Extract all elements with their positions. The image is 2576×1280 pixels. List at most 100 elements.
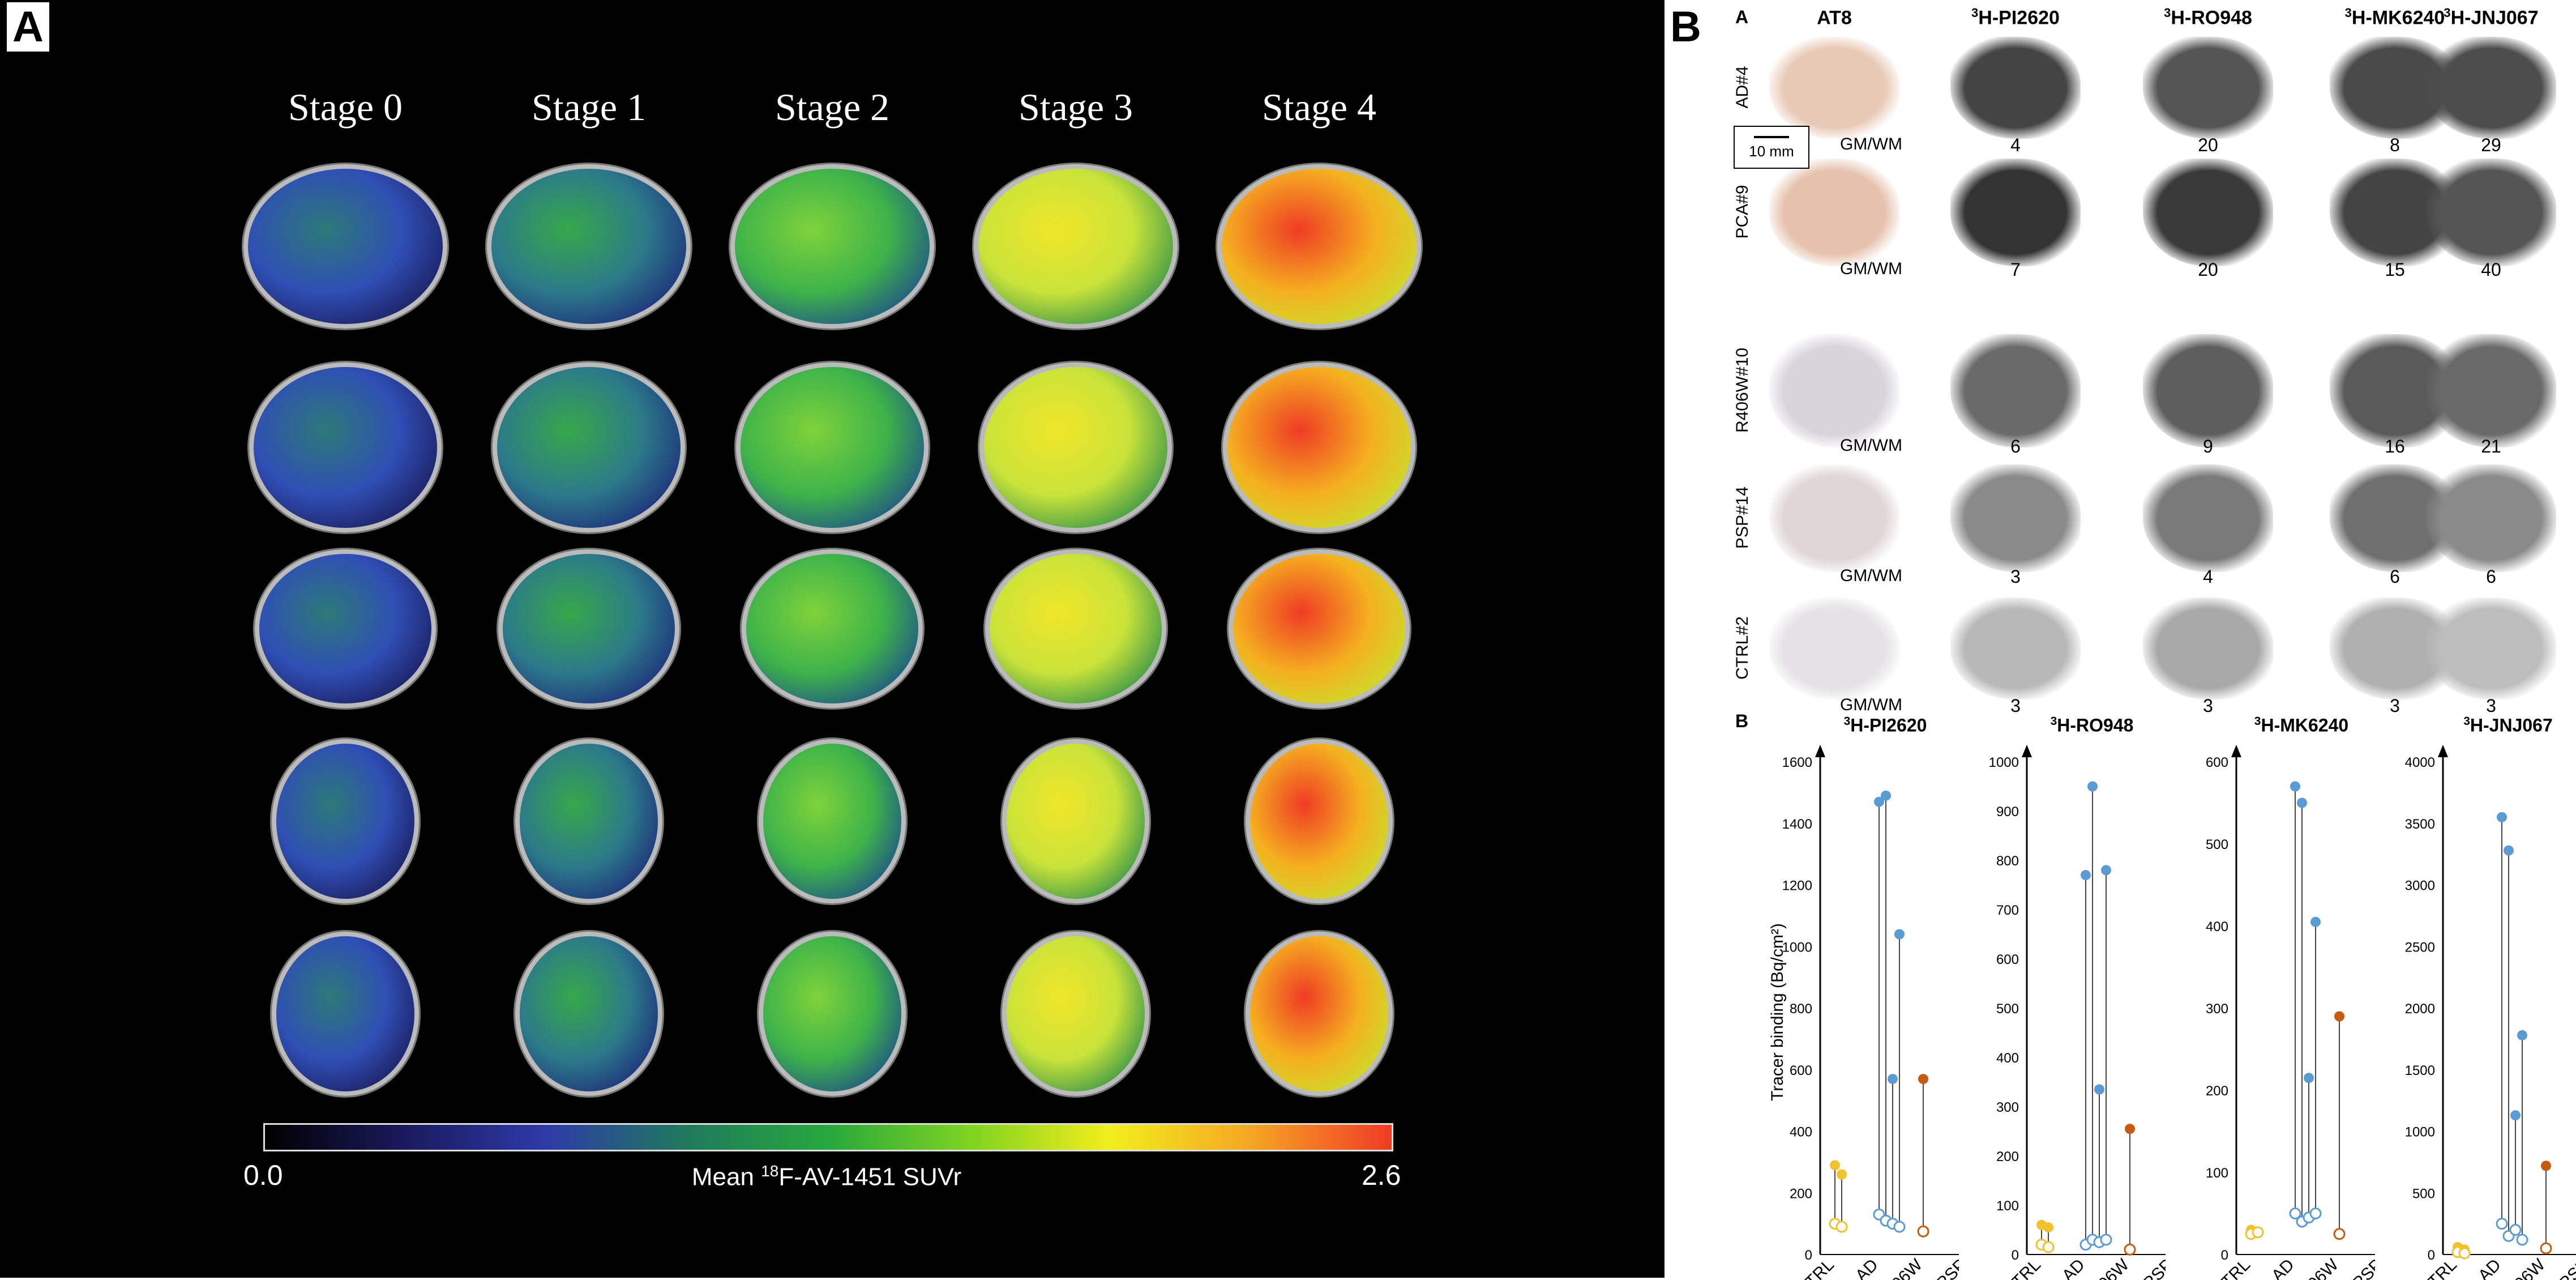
gmwm-ratio-r4-c1: 3 [2010, 696, 2021, 716]
y-tick-label: 400 [1790, 1125, 1812, 1140]
brain-slice-r2-stage2 [742, 549, 923, 708]
gm-point [1918, 1074, 1928, 1085]
wm-point [1893, 1221, 1906, 1233]
wm-point [2289, 1208, 2301, 1219]
y-tick-label: 400 [2206, 919, 2228, 935]
brain-slice-r3-stage4 [1246, 739, 1393, 903]
tissue-section-r0-c2 [2143, 37, 2273, 139]
wm-point [2509, 1224, 2522, 1236]
case-row-label-2: R406W#10 [1733, 347, 1752, 433]
stage-label-4: Stage 4 [1261, 86, 1377, 129]
chart-2: 0100200300400500600CTRLADR406WPSP [2206, 745, 2375, 1280]
gmwm-ratio-r2-c4: 21 [2481, 436, 2501, 456]
tissue-section-r4-c0 [1769, 598, 1899, 699]
gm-point [2334, 1011, 2344, 1022]
y-tick-label: 1200 [1782, 878, 1812, 894]
chart-title-3: 3H-JNJ067 [2400, 715, 2576, 736]
tissue-section-r1-c1 [1950, 159, 2081, 266]
y-tick-label: 200 [2206, 1083, 2228, 1099]
tissue-section-r1-c4 [2426, 159, 2556, 266]
tissue-section-r4-c1 [1950, 598, 2081, 699]
y-tick-label: 200 [1996, 1149, 2019, 1164]
stage-label-2: Stage 2 [774, 86, 890, 129]
brain-slice-r4-stage3 [1002, 932, 1149, 1096]
tissue-section-r3-c4 [2426, 464, 2556, 572]
chart-title-2: 3H-MK6240 [2194, 715, 2409, 736]
tracer-column-header-0: AT8 [1749, 6, 1919, 29]
gm-point [2081, 870, 2091, 881]
gm-point [1888, 1074, 1898, 1085]
y-tick-label: 200 [1790, 1186, 1812, 1201]
tissue-section-r2-c4 [2426, 334, 2556, 447]
chart-title-text: H-MK6240 [2261, 715, 2349, 736]
y-tick-label: 1600 [1782, 755, 1812, 770]
colorbar-max-label: 2.6 [1362, 1159, 1401, 1191]
tracer-header-name: H-PI2620 [1978, 7, 2060, 29]
chart-title-sup: 3 [2050, 715, 2057, 728]
brain-slice-r0-stage4 [1217, 164, 1421, 328]
tracer-header-sup: 3 [2164, 6, 2171, 20]
y-tick-label: 300 [1996, 1100, 2019, 1115]
y-tick-label: 3000 [2405, 878, 2435, 894]
y-tick-label: 600 [1790, 1063, 1812, 1078]
chart-title-text: H-RO948 [2057, 715, 2134, 736]
tissue-section-r2-c0 [1769, 334, 1899, 447]
gm-point [2517, 1030, 2527, 1040]
brain-slice-r4-stage0 [272, 932, 419, 1096]
tissue-section-r1-c0 [1769, 159, 1899, 266]
y-tick-label: 600 [1996, 952, 2019, 967]
gmwm-label-4: GM/WM [1840, 696, 1902, 714]
tissue-section-r0-c1 [1950, 37, 2081, 139]
gm-point [1874, 796, 1884, 807]
wm-point [2100, 1234, 2112, 1246]
gmwm-ratio-r1-c3: 15 [2385, 259, 2405, 280]
gmwm-ratio-r4-c2: 3 [2203, 696, 2213, 716]
chart-title-sup: 3 [2254, 715, 2261, 728]
wm-point [2124, 1243, 2136, 1256]
y-tick-label: 2000 [2405, 1001, 2435, 1017]
scale-bar-label: 10 mm [1749, 143, 1794, 160]
brain-slice-r3-stage2 [759, 739, 906, 903]
colorbar-gradient [265, 1125, 1392, 1150]
tissue-section-r4-c4 [2426, 598, 2556, 699]
gm-point [2304, 1073, 2314, 1083]
x-category-label-psp: PSP [2139, 1256, 2166, 1280]
wm-point [2458, 1247, 2471, 1260]
gmwm-label-0: GM/WM [1840, 135, 1902, 153]
gm-point [1894, 929, 1905, 940]
y-tick-label: 3500 [2405, 817, 2435, 832]
tracer-header-name: H-JNJ067 [2450, 7, 2539, 29]
brain-slice-r0-stage0 [243, 164, 447, 328]
y-tick-label: 800 [1790, 1001, 1812, 1017]
tissue-section-r3-c0 [1769, 464, 1899, 572]
y-tick-label: 1500 [2405, 1063, 2435, 1078]
y-tick-label: 2500 [2405, 940, 2435, 955]
gm-point [1881, 790, 1891, 801]
tissue-section-r3-c2 [2143, 464, 2273, 572]
scale-bar-line [1754, 136, 1789, 138]
gm-point [2297, 797, 2307, 808]
x-category-label-ctrl: CTRL [1793, 1256, 1838, 1280]
gmwm-ratio-r3-c2: 4 [2203, 566, 2213, 587]
wm-point [1917, 1225, 1929, 1238]
wm-point [2042, 1241, 2055, 1253]
colorbar-min-label: 0.0 [243, 1159, 283, 1191]
case-row-label-4: CTRL#2 [1733, 616, 1752, 680]
x-category-label-psp: PSP [2556, 1256, 2576, 1280]
y-tick-label: 500 [2206, 837, 2228, 852]
gmwm-ratio-r3-c1: 3 [2010, 566, 2021, 587]
stage-label-0: Stage 0 [288, 86, 403, 129]
y-tick-label: 1000 [1989, 755, 2019, 770]
tissue-section-r4-c2 [2143, 598, 2273, 699]
gm-point [2101, 865, 2111, 876]
y-tick-label: 0 [2428, 1248, 2435, 1263]
wm-point [2540, 1242, 2552, 1255]
gmwm-ratio-r0-c3: 8 [2390, 135, 2400, 155]
x-category-label-ctrl: CTRL [2416, 1256, 2461, 1280]
wm-point [2252, 1226, 2264, 1239]
tracer-header-sup: 3 [2444, 6, 2451, 20]
gm-point [1837, 1169, 1847, 1180]
gm-point [2290, 781, 2300, 792]
stage-label-1: Stage 1 [531, 86, 647, 129]
colorbar-title-sup: 18 [761, 1162, 779, 1180]
